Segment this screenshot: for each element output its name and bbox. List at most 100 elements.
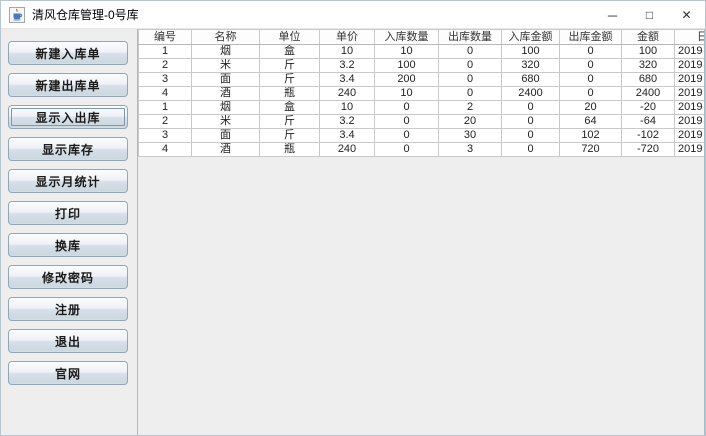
table-cell: 盒 bbox=[259, 44, 320, 59]
table-cell: 0 bbox=[559, 72, 622, 87]
table-cell: 720 bbox=[559, 142, 622, 157]
table-cell: 0 bbox=[559, 44, 622, 59]
table-cell: 3.4 bbox=[319, 72, 375, 87]
table-cell: 1 bbox=[138, 100, 192, 115]
table-cell: 10 bbox=[319, 100, 375, 115]
table-cell: 2 bbox=[438, 100, 502, 115]
inout-records-table: 编号名称单位单价入库数量出库数量入库金额出库金额金额日 1烟盒101001000… bbox=[138, 29, 704, 157]
table-row[interactable]: 3 面斤 3.4 0 30 0 102 -102 2019 bbox=[138, 128, 704, 143]
table-cell: 米 bbox=[191, 58, 260, 73]
table-cell: 3 bbox=[438, 142, 502, 157]
table-cell: 0 bbox=[559, 58, 622, 73]
table-row[interactable]: 1 烟盒 10 0 2 0 20 -20 2019 bbox=[138, 100, 704, 115]
table-cell: 2019 bbox=[674, 100, 704, 115]
close-button[interactable]: ✕ bbox=[681, 8, 692, 22]
table-scroll-pane: 编号名称单位单价入库数量出库数量入库金额出库金额金额日 1烟盒101001000… bbox=[137, 29, 705, 435]
table-cell: 10 bbox=[374, 86, 439, 101]
sidebar-button-print[interactable]: 打印 bbox=[8, 201, 128, 225]
table-cell: 2 bbox=[138, 58, 192, 73]
column-header[interactable]: 出库金额 bbox=[559, 29, 622, 45]
table-cell: 2 bbox=[138, 114, 192, 129]
table-cell: 斤 bbox=[259, 128, 320, 143]
column-header[interactable]: 单位 bbox=[259, 29, 320, 45]
table-cell: 2019 bbox=[674, 86, 704, 101]
table-cell: 320 bbox=[501, 58, 560, 73]
sidebar-button-official-site[interactable]: 官网 bbox=[8, 361, 128, 385]
column-header[interactable]: 日 bbox=[674, 29, 704, 45]
table-cell: 0 bbox=[501, 128, 560, 143]
table-cell: 面 bbox=[191, 72, 260, 87]
table-cell: 680 bbox=[621, 72, 675, 87]
sidebar-button-show-in-out[interactable]: 显示入出库 bbox=[8, 105, 128, 129]
column-header[interactable]: 入库数量 bbox=[374, 29, 439, 45]
sidebar-button-change-password[interactable]: 修改密码 bbox=[8, 265, 128, 289]
table-cell: 0 bbox=[374, 142, 439, 157]
table-row[interactable]: 2 米斤 3.2 100 0 320 0 320 2019 bbox=[138, 58, 704, 73]
table-row[interactable]: 3 面斤 3.4 200 0 680 0 680 2019 bbox=[138, 72, 704, 87]
table-cell: 240 bbox=[319, 86, 375, 101]
table-row[interactable]: 2 米斤 3.2 0 20 0 64 -64 2019 bbox=[138, 114, 704, 129]
table-cell: 3.2 bbox=[319, 58, 375, 73]
table-cell: 30 bbox=[438, 128, 502, 143]
table-cell: 2019 bbox=[674, 44, 704, 59]
table-cell: 680 bbox=[501, 72, 560, 87]
column-header[interactable]: 金额 bbox=[621, 29, 675, 45]
table-row[interactable]: 1 烟盒 10 10 0 100 0 100 2019 bbox=[138, 44, 704, 59]
java-app-icon bbox=[9, 6, 25, 23]
sidebar-button-register[interactable]: 注册 bbox=[8, 297, 128, 321]
column-header[interactable]: 单价 bbox=[319, 29, 375, 45]
column-header[interactable]: 入库金额 bbox=[501, 29, 560, 45]
table-cell: 2019 bbox=[674, 72, 704, 87]
table-cell: 200 bbox=[374, 72, 439, 87]
table-cell: 64 bbox=[559, 114, 622, 129]
column-header[interactable]: 出库数量 bbox=[438, 29, 502, 45]
window-controls: ─ □ ✕ bbox=[594, 1, 705, 29]
column-header[interactable]: 名称 bbox=[191, 29, 260, 45]
table-cell: 10 bbox=[374, 44, 439, 59]
maximize-button[interactable]: □ bbox=[645, 8, 654, 22]
table-cell: 米 bbox=[191, 114, 260, 129]
table-cell: 10 bbox=[319, 44, 375, 59]
table-row[interactable]: 4 酒瓶 240 10 0 2400 0 2400 2019 bbox=[138, 86, 704, 101]
table-cell: 斤 bbox=[259, 72, 320, 87]
table-cell: 烟 bbox=[191, 100, 260, 115]
titlebar: 清风仓库管理-0号库 ─ □ ✕ bbox=[1, 1, 705, 29]
sidebar: 新建入库单新建出库单显示入出库显示库存显示月统计打印换库修改密码注册退出官网 bbox=[1, 29, 137, 435]
sidebar-button-new-inbound-order[interactable]: 新建入库单 bbox=[8, 41, 128, 65]
sidebar-button-show-monthly-stats[interactable]: 显示月统计 bbox=[8, 169, 128, 193]
table-cell: 2019 bbox=[674, 128, 704, 143]
table-cell: 3.2 bbox=[319, 114, 375, 129]
table-cell: 2400 bbox=[501, 86, 560, 101]
minimize-button[interactable]: ─ bbox=[607, 7, 618, 23]
table-cell: 斤 bbox=[259, 114, 320, 129]
table-cell: 0 bbox=[501, 100, 560, 115]
table-cell: 320 bbox=[621, 58, 675, 73]
table-cell: 烟 bbox=[191, 44, 260, 59]
sidebar-button-new-outbound-order[interactable]: 新建出库单 bbox=[8, 73, 128, 97]
table-cell: 0 bbox=[374, 114, 439, 129]
column-header[interactable]: 编号 bbox=[138, 29, 192, 45]
table-cell: 4 bbox=[138, 142, 192, 157]
table-cell: 瓶 bbox=[259, 142, 320, 157]
table-cell: 100 bbox=[621, 44, 675, 59]
table-cell: 0 bbox=[438, 72, 502, 87]
table-cell: 100 bbox=[374, 58, 439, 73]
table-cell: 3.4 bbox=[319, 128, 375, 143]
window-title: 清风仓库管理-0号库 bbox=[32, 8, 139, 22]
table-cell: 瓶 bbox=[259, 86, 320, 101]
table-cell: 2400 bbox=[621, 86, 675, 101]
table-cell: 0 bbox=[438, 86, 502, 101]
table-cell: 0 bbox=[374, 128, 439, 143]
table-cell: 面 bbox=[191, 128, 260, 143]
sidebar-button-switch-warehouse[interactable]: 换库 bbox=[8, 233, 128, 257]
table-cell: -64 bbox=[621, 114, 675, 129]
table-cell: 酒 bbox=[191, 86, 260, 101]
table-cell: 2019 bbox=[674, 142, 704, 157]
table-cell: 酒 bbox=[191, 142, 260, 157]
sidebar-button-exit[interactable]: 退出 bbox=[8, 329, 128, 353]
table-row[interactable]: 4 酒瓶 240 0 3 0 720 -720 2019 bbox=[138, 142, 704, 157]
table-cell: 20 bbox=[438, 114, 502, 129]
table-cell: 0 bbox=[501, 114, 560, 129]
sidebar-button-show-inventory[interactable]: 显示库存 bbox=[8, 137, 128, 161]
